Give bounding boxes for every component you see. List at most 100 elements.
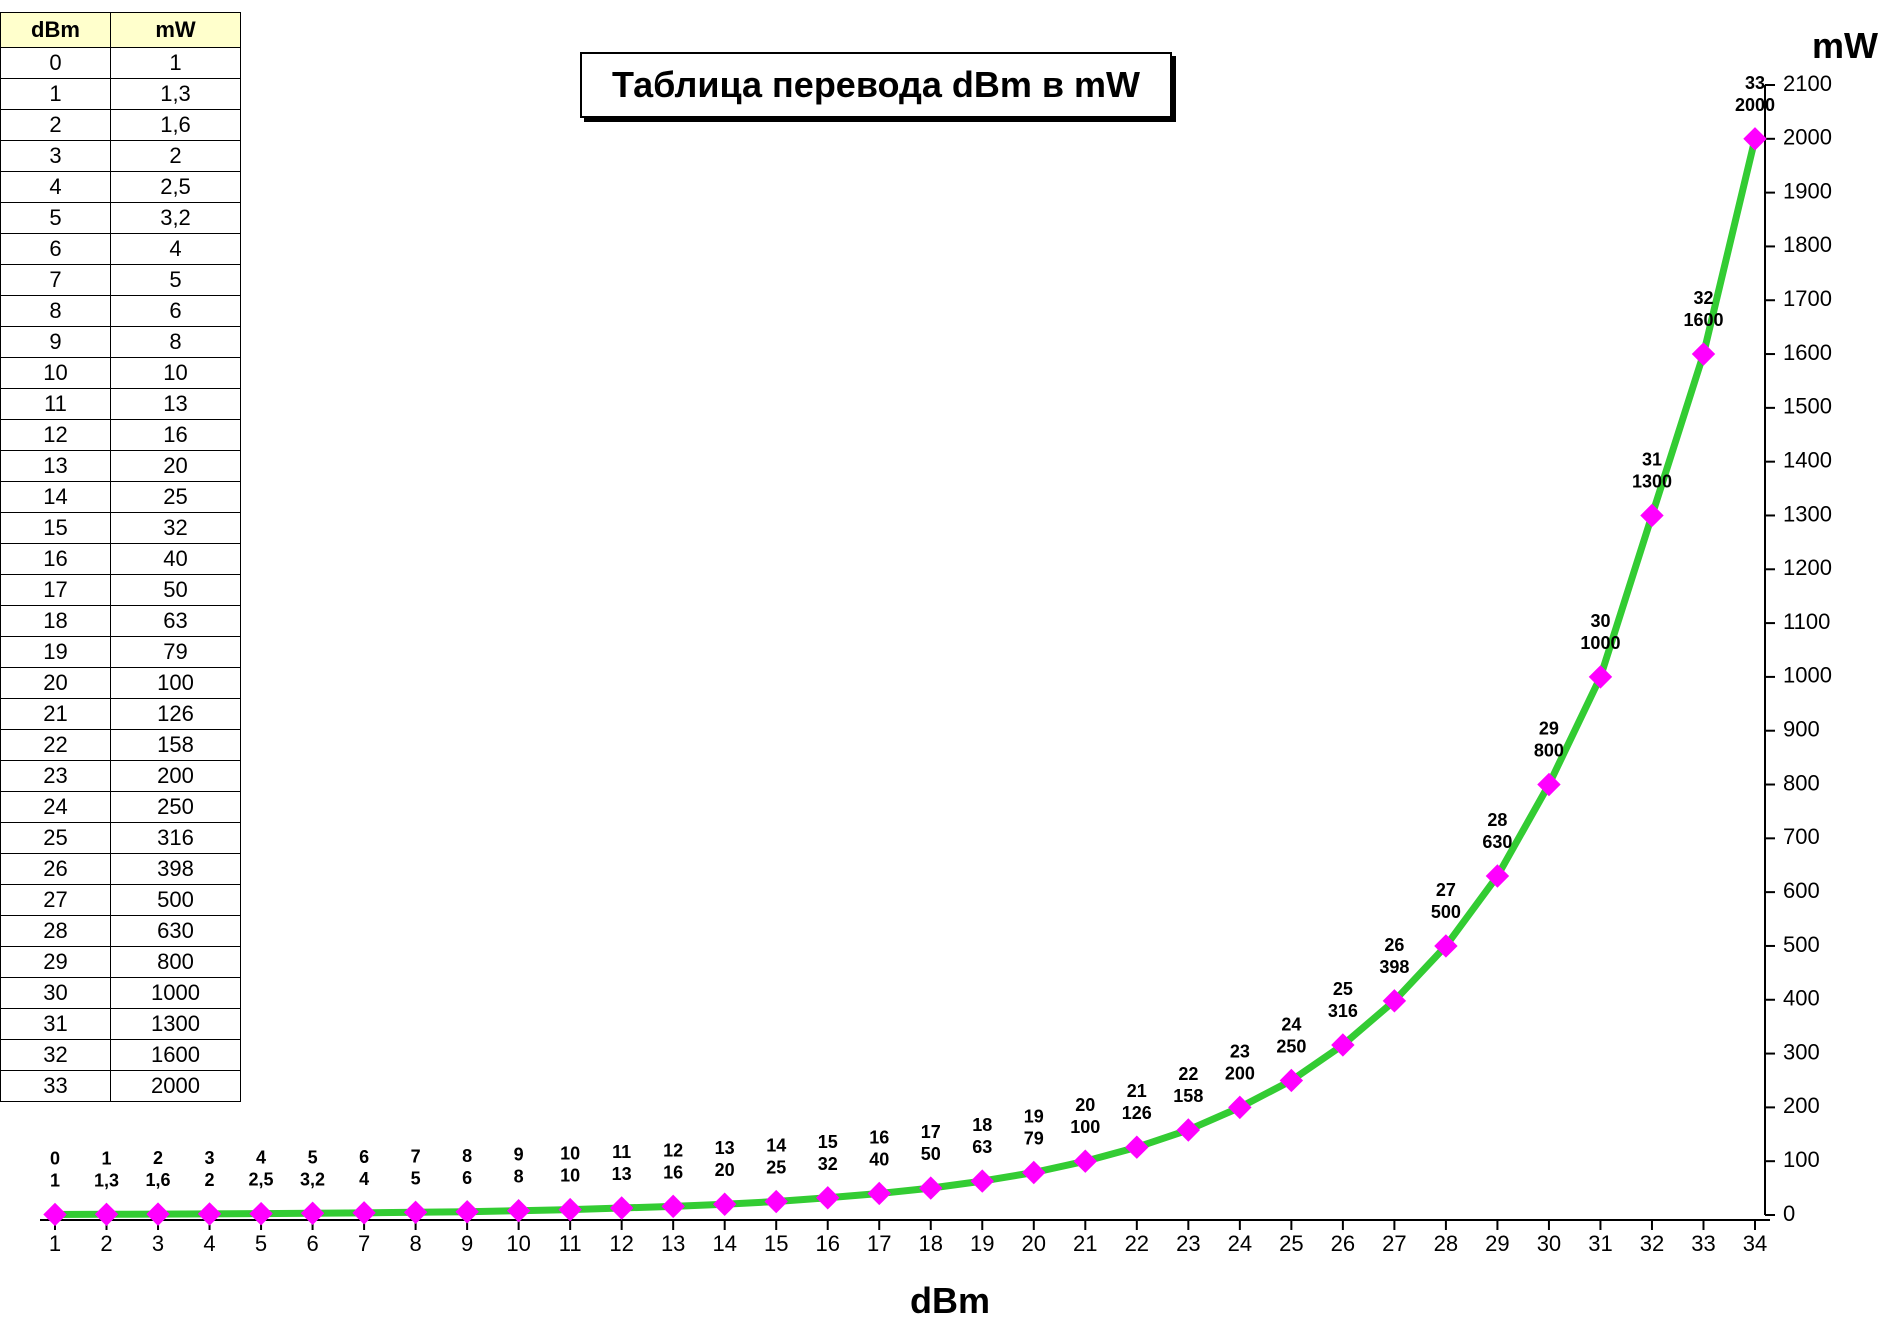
y-tick-label: 200	[1783, 1093, 1820, 1118]
data-marker	[508, 1200, 530, 1222]
point-label-dbm: 10	[560, 1144, 580, 1164]
point-label-dbm: 26	[1384, 935, 1404, 955]
x-tick-label: 1	[49, 1231, 61, 1256]
x-tick-label: 20	[1022, 1231, 1046, 1256]
point-label-mw: 250	[1276, 1036, 1306, 1056]
x-tick-label: 2	[100, 1231, 112, 1256]
y-tick-label: 1600	[1783, 340, 1832, 365]
x-tick-label: 31	[1588, 1231, 1612, 1256]
data-marker	[1023, 1161, 1045, 1183]
x-tick-label: 22	[1125, 1231, 1149, 1256]
x-tick-label: 24	[1228, 1231, 1252, 1256]
data-marker	[559, 1199, 581, 1221]
point-label-mw: 800	[1534, 741, 1564, 761]
x-tick-label: 25	[1279, 1231, 1303, 1256]
data-marker	[44, 1203, 66, 1225]
x-tick-label: 14	[712, 1231, 736, 1256]
data-marker	[199, 1203, 221, 1225]
dbm-mw-chart: 0100200300400500600700800900100011001200…	[0, 0, 1900, 1337]
point-label-dbm: 31	[1642, 449, 1662, 469]
data-marker	[1744, 128, 1766, 150]
data-marker	[1641, 504, 1663, 526]
point-label-dbm: 27	[1436, 880, 1456, 900]
y-tick-label: 100	[1783, 1147, 1820, 1172]
data-marker	[1074, 1150, 1096, 1172]
point-label-mw: 50	[921, 1144, 941, 1164]
y-tick-label: 1800	[1783, 232, 1832, 257]
y-tick-label: 400	[1783, 986, 1820, 1011]
x-tick-label: 4	[203, 1231, 215, 1256]
point-label-dbm: 3	[205, 1148, 215, 1168]
x-tick-label: 16	[815, 1231, 839, 1256]
point-label-dbm: 6	[359, 1147, 369, 1167]
point-label-mw: 1,3	[94, 1170, 119, 1190]
x-tick-label: 8	[409, 1231, 421, 1256]
x-tick-label: 11	[559, 1231, 582, 1256]
point-label-dbm: 30	[1590, 611, 1610, 631]
point-label-mw: 1,6	[146, 1170, 171, 1190]
point-label-dbm: 5	[308, 1147, 318, 1167]
point-label-mw: 8	[514, 1167, 524, 1187]
point-label-mw: 32	[818, 1154, 838, 1174]
point-label-dbm: 21	[1127, 1081, 1147, 1101]
point-label-mw: 25	[766, 1158, 786, 1178]
y-tick-label: 1900	[1783, 178, 1832, 203]
point-label-dbm: 29	[1539, 719, 1559, 739]
data-marker	[1692, 343, 1714, 365]
x-tick-label: 7	[358, 1231, 370, 1256]
x-tick-label: 30	[1537, 1231, 1561, 1256]
point-label-mw: 79	[1024, 1128, 1044, 1148]
x-tick-label: 27	[1382, 1231, 1406, 1256]
point-label-mw: 200	[1225, 1063, 1255, 1083]
data-marker	[611, 1197, 633, 1219]
point-label-dbm: 16	[869, 1127, 889, 1147]
x-tick-label: 10	[506, 1231, 530, 1256]
data-marker	[250, 1203, 272, 1225]
point-label-dbm: 18	[972, 1115, 992, 1135]
point-label-mw: 158	[1173, 1086, 1203, 1106]
point-label-mw: 13	[612, 1164, 632, 1184]
data-marker	[1126, 1136, 1148, 1158]
point-label-mw: 4	[359, 1169, 369, 1189]
point-label-dbm: 7	[411, 1146, 421, 1166]
point-label-dbm: 14	[766, 1136, 786, 1156]
x-tick-label: 5	[255, 1231, 267, 1256]
point-label-dbm: 28	[1487, 810, 1507, 830]
data-marker	[1177, 1119, 1199, 1141]
y-tick-label: 1400	[1783, 447, 1832, 472]
point-label-dbm: 11	[612, 1142, 631, 1162]
x-tick-label: 26	[1331, 1231, 1355, 1256]
x-tick-label: 21	[1073, 1231, 1097, 1256]
point-label-dbm: 12	[663, 1140, 683, 1160]
x-tick-label: 29	[1485, 1231, 1509, 1256]
y-tick-label: 800	[1783, 770, 1820, 795]
point-label-dbm: 8	[462, 1146, 472, 1166]
data-marker	[714, 1193, 736, 1215]
data-marker	[1589, 666, 1611, 688]
y-tick-label: 600	[1783, 878, 1820, 903]
point-label-mw: 16	[663, 1162, 683, 1182]
x-tick-label: 33	[1691, 1231, 1715, 1256]
y-tick-label: 1000	[1783, 663, 1832, 688]
point-label-dbm: 4	[256, 1148, 266, 1168]
x-tick-label: 28	[1434, 1231, 1458, 1256]
point-label-mw: 2	[205, 1170, 215, 1190]
x-tick-label: 13	[661, 1231, 685, 1256]
point-label-mw: 3,2	[300, 1169, 325, 1189]
point-label-dbm: 23	[1230, 1041, 1250, 1061]
data-marker	[96, 1203, 118, 1225]
x-tick-label: 32	[1640, 1231, 1664, 1256]
y-tick-label: 1200	[1783, 555, 1832, 580]
point-label-dbm: 13	[715, 1138, 735, 1158]
point-label-mw: 398	[1379, 957, 1409, 977]
data-marker	[817, 1187, 839, 1209]
x-tick-label: 9	[461, 1231, 473, 1256]
point-label-dbm: 2	[153, 1148, 163, 1168]
point-label-dbm: 25	[1333, 979, 1353, 999]
y-tick-label: 700	[1783, 824, 1820, 849]
y-tick-label: 0	[1783, 1201, 1795, 1226]
x-tick-label: 18	[919, 1231, 943, 1256]
data-marker	[868, 1182, 890, 1204]
x-tick-label: 6	[306, 1231, 318, 1256]
data-marker	[765, 1191, 787, 1213]
